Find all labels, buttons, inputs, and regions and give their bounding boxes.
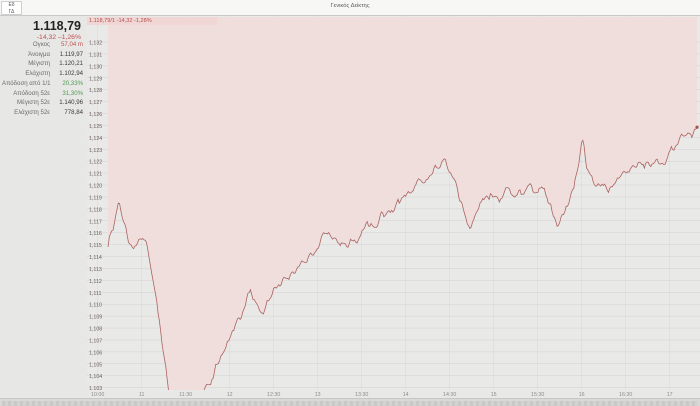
svg-text:1,104: 1,104 xyxy=(89,374,102,380)
svg-text:1,118: 1,118 xyxy=(89,207,102,213)
svg-text:1,117: 1,117 xyxy=(89,219,102,225)
svg-text:1,122: 1,122 xyxy=(89,160,102,166)
svg-text:1,111: 1,111 xyxy=(89,291,102,297)
svg-text:1,129: 1,129 xyxy=(89,76,102,82)
svg-text:1,120: 1,120 xyxy=(89,184,102,190)
svg-text:1,132: 1,132 xyxy=(89,41,102,47)
svg-text:1,115: 1,115 xyxy=(89,243,102,249)
svg-text:1,114: 1,114 xyxy=(89,255,102,261)
svg-text:1,113: 1,113 xyxy=(89,267,102,273)
svg-text:1,130: 1,130 xyxy=(89,64,102,70)
svg-text:1,121: 1,121 xyxy=(89,172,102,178)
svg-text:1,126: 1,126 xyxy=(89,112,102,118)
svg-text:1,107: 1,107 xyxy=(89,338,102,344)
svg-text:1,116: 1,116 xyxy=(89,231,102,237)
svg-text:1,128: 1,128 xyxy=(89,88,102,94)
svg-text:1,119: 1,119 xyxy=(89,195,102,201)
svg-text:1,105: 1,105 xyxy=(89,362,102,368)
svg-text:1,106: 1,106 xyxy=(89,350,102,356)
svg-text:1,124: 1,124 xyxy=(89,136,102,142)
svg-text:1,108: 1,108 xyxy=(89,327,102,333)
svg-text:1,110: 1,110 xyxy=(89,303,102,309)
svg-text:1,127: 1,127 xyxy=(89,100,102,106)
svg-text:1,125: 1,125 xyxy=(89,124,102,130)
svg-text:1,103: 1,103 xyxy=(89,386,102,390)
svg-text:1,109: 1,109 xyxy=(89,315,102,321)
svg-text:1,131: 1,131 xyxy=(89,52,102,58)
svg-text:1,123: 1,123 xyxy=(89,148,102,154)
svg-text:1,112: 1,112 xyxy=(89,279,102,285)
